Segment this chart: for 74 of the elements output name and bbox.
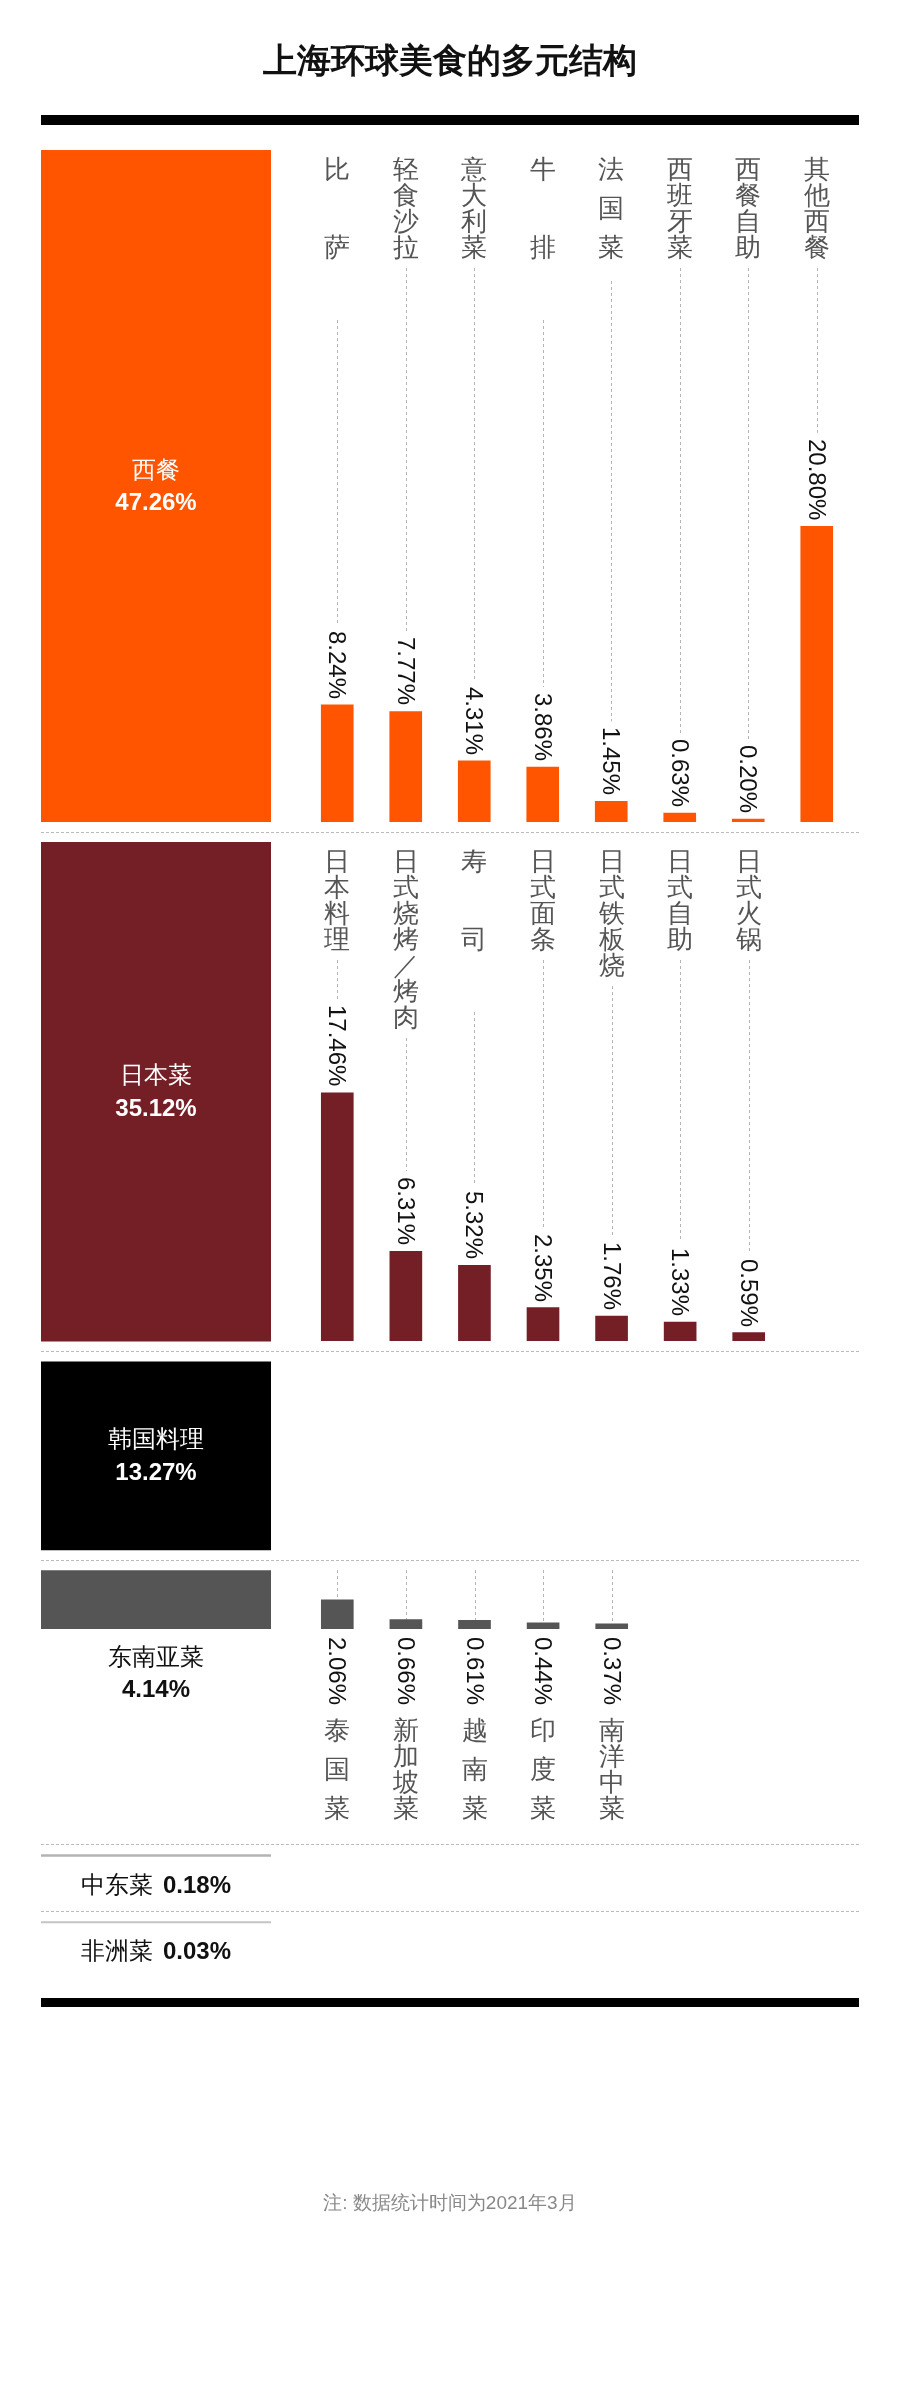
- bar: [526, 1622, 560, 1630]
- category-label: 中东菜: [80, 1869, 153, 1900]
- data-label: 13.27%: [115, 1456, 197, 1487]
- category-label: 比萨: [324, 154, 351, 262]
- data-label: 0.18%: [162, 1869, 232, 1900]
- bar: [731, 818, 765, 822]
- bar: [320, 1599, 354, 1630]
- category-label: 东南亚菜: [108, 1642, 204, 1672]
- category-label: 寿司: [461, 846, 488, 955]
- data-label: 4.31%: [461, 686, 489, 755]
- x-tick-label: 日式烧烤／烤肉: [392, 846, 419, 1033]
- x-tick-label: 西班牙菜: [666, 154, 693, 262]
- data-label: 0.63%: [666, 738, 694, 808]
- data-label: 3.86%: [529, 693, 557, 762]
- bar: [320, 1092, 354, 1342]
- x-tick-label: 日式自助: [667, 846, 694, 955]
- bar: [389, 711, 423, 822]
- data-label: 2.06%: [324, 1637, 352, 1706]
- x-tick-label: 日本料理: [324, 846, 351, 955]
- x-tick-label: 泰国菜: [324, 1713, 351, 1825]
- x-tick-label: 日式面条: [530, 846, 556, 955]
- x-tick-label: 西餐自助: [735, 154, 762, 262]
- text: 注: 数据统计时间为2021年3月: [322, 2191, 578, 2215]
- category-label: 西餐: [132, 454, 180, 485]
- data-label: 35.12%: [115, 1092, 197, 1123]
- bar: [389, 1250, 423, 1342]
- data-label: 47.26%: [115, 487, 197, 517]
- x-tick-label: 轻食沙拉: [392, 154, 419, 262]
- data-label: 1.45%: [598, 727, 626, 796]
- bar: [663, 812, 697, 822]
- x-tick-label: 越南菜: [461, 1713, 488, 1825]
- data-label: 0.37%: [598, 1637, 626, 1706]
- bar: [595, 1315, 628, 1342]
- data-label: 0.03%: [162, 1936, 232, 1967]
- data-label: 17.46%: [324, 1005, 352, 1087]
- x-tick-label: 日式铁板烧: [598, 846, 625, 981]
- bar: [457, 760, 491, 822]
- data-label: 6.31%: [392, 1177, 420, 1246]
- data-label: 8.24%: [324, 630, 352, 699]
- data-label: 0.61%: [461, 1637, 489, 1706]
- x-tick-label: 印度菜: [530, 1713, 557, 1825]
- x-tick-label: 新加坡菜: [392, 1715, 419, 1824]
- x-tick-label: 日式火锅: [735, 846, 762, 955]
- bar: [458, 1620, 491, 1630]
- category-label: 韩国料理: [108, 1424, 204, 1455]
- bar: [732, 1332, 766, 1342]
- text: 上海环球美食的多元结构: [262, 40, 638, 81]
- bar: [800, 525, 834, 822]
- data-label: 1.33%: [667, 1248, 695, 1317]
- category-label: 日本菜: [120, 1060, 192, 1091]
- x-tick-label: 其他西餐: [803, 154, 830, 262]
- category-label: 非洲菜: [80, 1936, 153, 1967]
- data-label: 4.14%: [121, 1674, 191, 1705]
- bar: [320, 704, 354, 822]
- category-label: 牛排: [529, 154, 556, 262]
- data-label: 20.80%: [803, 438, 831, 521]
- x-tick-label: 南洋中菜: [598, 1715, 625, 1824]
- bar: [663, 1321, 697, 1342]
- data-label: 0.20%: [735, 745, 763, 814]
- bar: [526, 1307, 560, 1342]
- data-label: 0.59%: [735, 1258, 763, 1327]
- bar: [594, 801, 628, 822]
- bar: [526, 766, 560, 822]
- bar: [389, 1619, 423, 1630]
- x-tick-label: 意大利菜: [461, 154, 488, 262]
- data-label: 0.44%: [530, 1637, 558, 1706]
- x-tick-label: 法国菜: [598, 152, 625, 264]
- data-label: 7.77%: [392, 637, 420, 706]
- bar: [595, 1623, 629, 1630]
- data-label: 0.66%: [392, 1637, 420, 1706]
- data-label: 1.76%: [598, 1241, 626, 1310]
- bar: [458, 1265, 491, 1342]
- data-label: 2.35%: [530, 1233, 557, 1302]
- data-label: 5.32%: [461, 1191, 489, 1260]
